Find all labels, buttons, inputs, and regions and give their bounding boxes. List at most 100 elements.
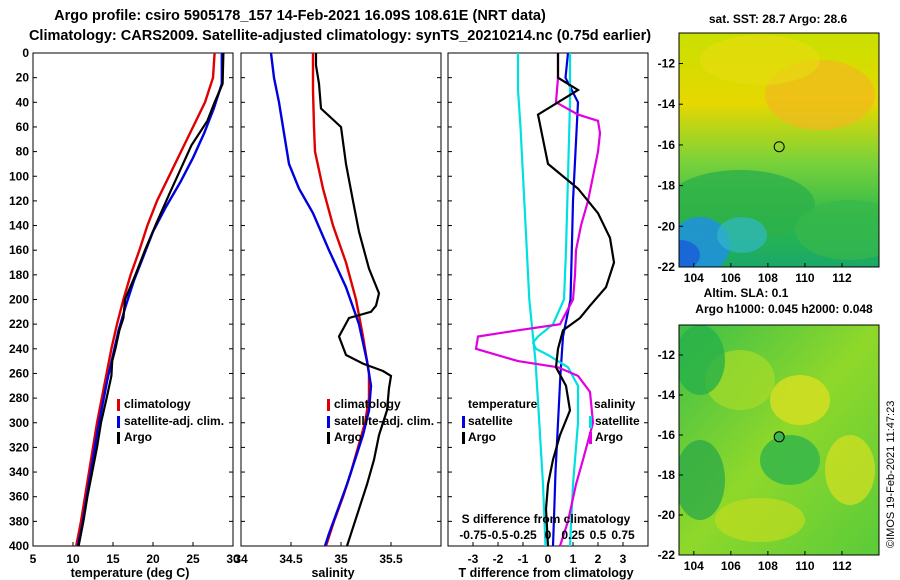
map-lon-label: 112: [832, 559, 852, 573]
legend-salinity-title: salinity: [594, 397, 636, 411]
legend-satellite-label: satellite-adj. clim.: [124, 414, 224, 428]
difference-series: [474, 52, 616, 547]
sst-green-band: [795, 200, 879, 260]
map-lat-label: -20: [658, 219, 676, 233]
depth-tick-label: 20: [16, 71, 30, 85]
depth-tick-label: 340: [9, 465, 29, 479]
sla-map-frame: [678, 324, 880, 556]
sst-map-ticks: 104 106 108 110 112 -12 -14 -16 -18 -20 -22: [658, 57, 852, 285]
series-t-argo: [551, 52, 580, 547]
depth-tick-label: 400: [9, 539, 29, 553]
sst-map-title: sat. SST: 28.7 Argo: 28.6: [709, 12, 848, 26]
depth-tick-label: 200: [9, 293, 29, 307]
x-tick-label: 20: [146, 552, 160, 566]
x-tick-label: 34.5: [279, 552, 303, 566]
depth-tick-label: 140: [9, 219, 29, 233]
legend-temperature-title: temperature: [468, 397, 538, 411]
temperature-series: [75, 52, 225, 547]
temperature-legend: climatology satellite-adj. clim. Argo: [117, 397, 224, 444]
difference-s-label: S difference from climatology: [462, 512, 631, 526]
legend-satellite-swatch: [327, 416, 330, 428]
x-tick-label: 2: [595, 552, 602, 566]
map-lat-label: -22: [658, 548, 676, 562]
temperature-xlabel: temperature (deg C): [71, 566, 190, 580]
s-tick-label: -0.75: [459, 528, 487, 542]
series-s-satellite: [531, 53, 580, 547]
s-tick-label: 0.25: [561, 528, 585, 542]
map-lat-label: -16: [658, 428, 676, 442]
map-lat-label: -18: [658, 179, 676, 193]
x-tick-label: 10: [66, 552, 80, 566]
map-lon-label: 110: [795, 271, 815, 285]
x-tick-label: 30: [226, 552, 240, 566]
s-tick-label: 0.75: [611, 528, 635, 542]
legend-s-argo-swatch: [589, 432, 592, 444]
legend-t-satellite-swatch: [462, 416, 465, 428]
argo-location-marker: [773, 141, 785, 153]
legend-s-satellite-swatch: [589, 416, 592, 428]
s-tick-label: 0: [545, 528, 552, 542]
legend-s-argo-label: Argo: [595, 430, 623, 444]
legend-climatology-swatch: [117, 399, 120, 411]
salinity-legend: climatology satellite-adj. clim. Argo: [327, 397, 434, 444]
sla-high-patch: [715, 498, 805, 542]
x-tick-label: 25: [186, 552, 200, 566]
figure-title-line2: Climatology: CARS2009. Satellite-adjuste…: [29, 28, 651, 44]
x-tick-label: 15: [106, 552, 120, 566]
map-lon-label: 106: [721, 559, 741, 573]
temperature-plot-frame: [32, 52, 234, 547]
difference-xlabel: T difference from climatology: [458, 566, 633, 580]
depth-tick-label: 40: [16, 95, 30, 109]
salinity-panel: 34 34.5 35 35.5 salinity climatology satell…: [234, 52, 442, 580]
difference-plot-frame: [447, 52, 649, 547]
legend-climatology-label: climatology: [124, 397, 191, 411]
salinity-xlabel: salinity: [311, 566, 354, 580]
series-s-argo: [474, 53, 602, 547]
legend-satellite-swatch: [117, 416, 120, 428]
legend-argo-swatch: [327, 432, 330, 444]
sla-high-patch: [770, 375, 830, 425]
map-lon-label: 104: [684, 559, 704, 573]
depth-tick-label: 280: [9, 391, 29, 405]
difference-s-ticks: -0.75 -0.5 -0.25 0 0.25 0.5 0.75: [459, 528, 635, 542]
sst-cool-patch: [679, 240, 700, 267]
sla-map-ticks: 104 106 108 110 112 -12 -14 -16 -18 -20 -22: [658, 348, 852, 573]
x-tick-label: 35.5: [379, 552, 403, 566]
legend-argo-swatch: [117, 432, 120, 444]
sla-low-patch: [760, 435, 820, 485]
map-lat-label: -22: [658, 260, 676, 274]
x-tick-label: -2: [493, 552, 504, 566]
figure-title-line1: Argo profile: csiro 5905178_157 14-Feb-2…: [54, 8, 546, 24]
x-tick-label: 0: [545, 552, 552, 566]
depth-tick-label: 0: [22, 46, 29, 60]
series-argo: [77, 52, 225, 547]
legend-satellite-label: satellite-adj. clim.: [334, 414, 434, 428]
sla-high-patch: [825, 435, 875, 505]
difference-x-ticks: -3 -2 -1 0 1 2 3: [468, 542, 627, 566]
legend-climatology-label: climatology: [334, 397, 401, 411]
legend-argo-label: Argo: [334, 430, 362, 444]
depth-tick-label: 360: [9, 490, 29, 504]
legend-t-argo-label: Argo: [468, 430, 496, 444]
depth-tick-label: 220: [9, 317, 29, 331]
depth-tick-label: 80: [16, 145, 30, 159]
s-tick-label: 0.5: [590, 528, 607, 542]
argo-location-marker: [773, 431, 785, 443]
map-lon-label: 110: [795, 559, 815, 573]
map-lon-label: 104: [684, 271, 704, 285]
depth-tick-label: 100: [9, 169, 29, 183]
depth-tick-label: 240: [9, 342, 29, 356]
map-lat-label: -12: [658, 57, 676, 71]
x-tick-label: -3: [468, 552, 479, 566]
legend-climatology-swatch: [327, 399, 330, 411]
sst-map: sat. SST: 28.7 Argo: 28.6 104 106 108 110 11…: [658, 12, 880, 285]
depth-tick-label: 60: [16, 120, 30, 134]
map-lat-label: -14: [658, 97, 676, 111]
s-tick-label: -0.5: [488, 528, 509, 542]
depth-tick-label: 260: [9, 366, 29, 380]
legend-t-argo-swatch: [462, 432, 465, 444]
legend-argo-label: Argo: [124, 430, 152, 444]
map-lon-label: 108: [758, 559, 778, 573]
depth-tick-label: 380: [9, 514, 29, 528]
